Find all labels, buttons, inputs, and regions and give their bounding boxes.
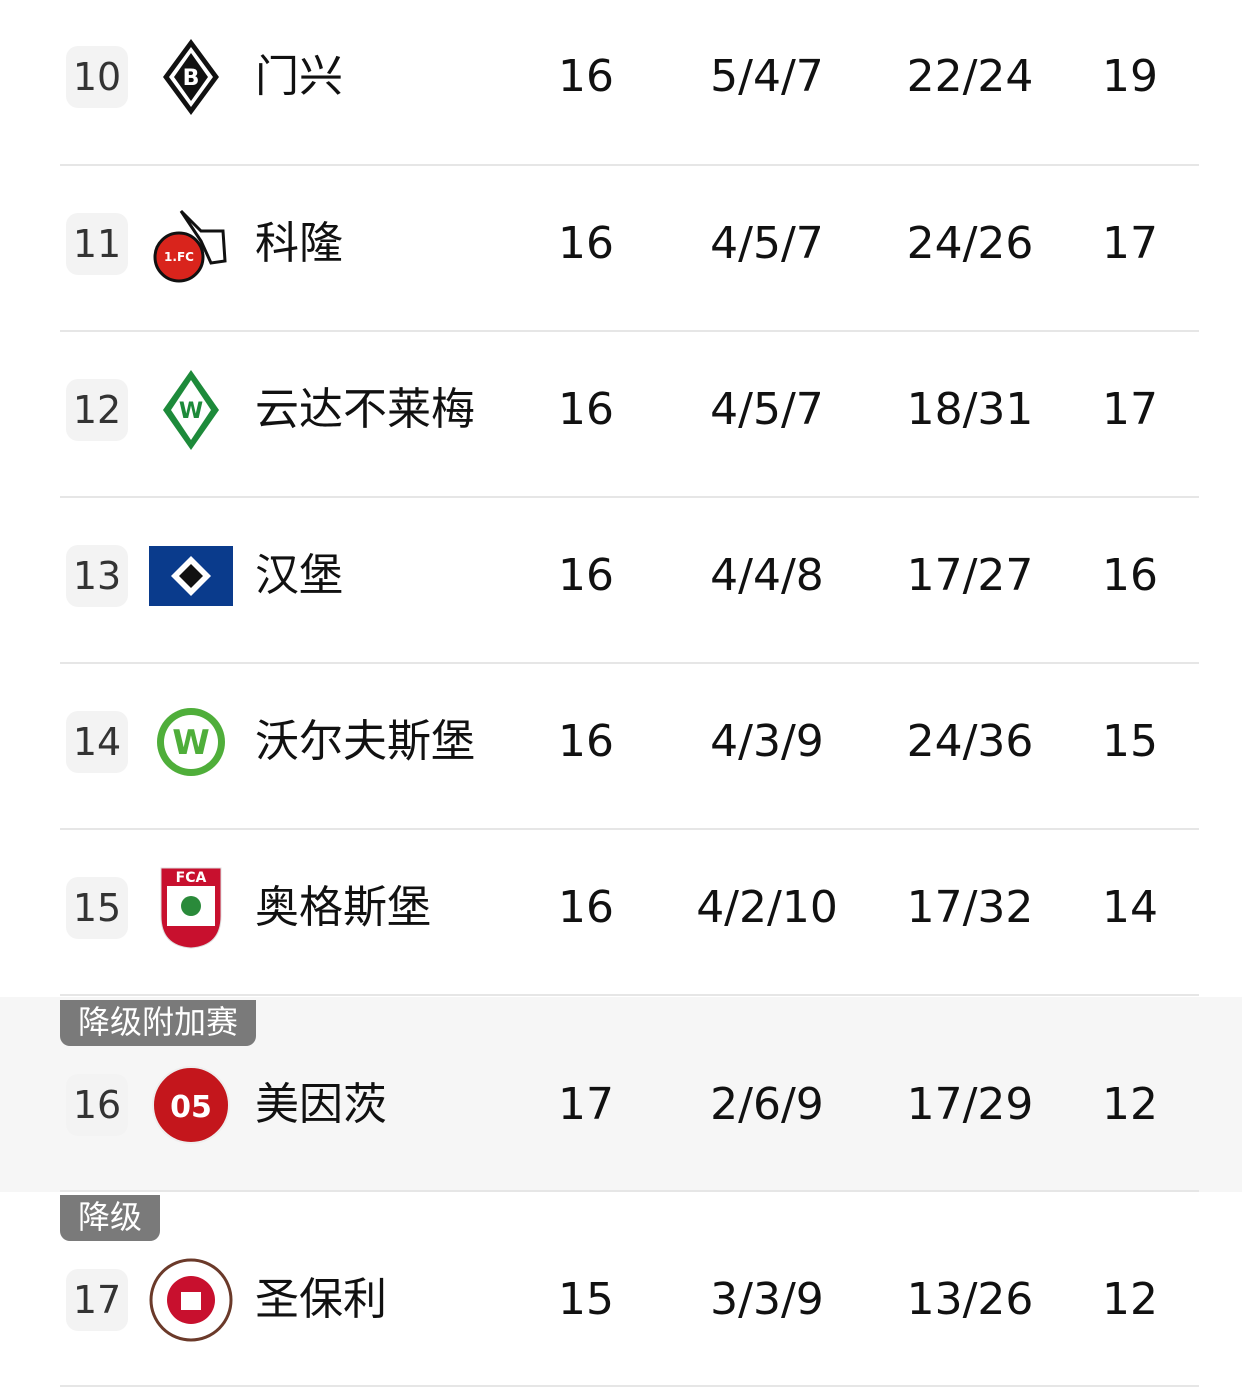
played: 16 — [558, 51, 614, 102]
stpauli-logo-icon — [148, 1257, 234, 1343]
svg-text:1.FC: 1.FC — [164, 250, 194, 264]
table-row[interactable]: 10 B 门兴 16 5/4/7 22/24 19 — [0, 0, 1242, 166]
team-name[interactable]: 科隆 — [255, 218, 343, 269]
goals: 17/32 — [906, 882, 1034, 933]
table-row[interactable]: 14 W 沃尔夫斯堡 16 4/3/9 24/36 15 — [0, 664, 1242, 830]
rank: 12 — [66, 379, 128, 441]
table-row[interactable]: 13 汉堡 16 4/4/8 17/27 16 — [0, 498, 1242, 664]
played: 16 — [558, 218, 614, 269]
points: 16 — [1102, 550, 1158, 601]
goals: 22/24 — [906, 51, 1034, 102]
table-row[interactable]: 降级附加赛 16 05 美因茨 17 2/6/9 17/29 12 — [0, 997, 1242, 1192]
goals: 13/26 — [906, 1274, 1034, 1325]
win-draw-loss: 2/6/9 — [710, 1079, 824, 1130]
points: 12 — [1102, 1274, 1158, 1325]
row-divider — [60, 1190, 1199, 1192]
svg-text:05: 05 — [170, 1090, 212, 1125]
team-name[interactable]: 汉堡 — [255, 550, 343, 601]
points: 19 — [1102, 51, 1158, 102]
goals: 17/27 — [906, 550, 1034, 601]
row-divider — [60, 828, 1199, 830]
wolfsburg-logo-icon: W — [148, 699, 234, 785]
team-name[interactable]: 云达不莱梅 — [255, 384, 475, 435]
rank: 15 — [66, 877, 128, 939]
goals: 24/36 — [906, 716, 1034, 767]
rank: 17 — [66, 1269, 128, 1331]
team-name[interactable]: 奥格斯堡 — [255, 882, 431, 933]
row-divider — [60, 330, 1199, 332]
goals: 24/26 — [906, 218, 1034, 269]
row-divider — [60, 1385, 1199, 1387]
win-draw-loss: 3/3/9 — [710, 1274, 824, 1325]
rank: 14 — [66, 711, 128, 773]
koln-logo-icon: 1.FC — [148, 201, 234, 287]
rank: 16 — [66, 1074, 128, 1136]
zone-badge: 降级 — [60, 1195, 161, 1241]
team-name[interactable]: 美因茨 — [255, 1079, 387, 1130]
played: 17 — [558, 1079, 614, 1130]
win-draw-loss: 4/4/8 — [710, 550, 824, 601]
points: 12 — [1102, 1079, 1158, 1130]
played: 16 — [558, 716, 614, 767]
svg-text:B: B — [183, 66, 200, 91]
played: 15 — [558, 1274, 614, 1325]
win-draw-loss: 5/4/7 — [710, 51, 824, 102]
rank: 13 — [66, 545, 128, 607]
table-row[interactable]: 15 FCA 奥格斯堡 16 4/2/10 17/32 14 — [0, 830, 1242, 996]
goals: 18/31 — [906, 384, 1034, 435]
goals: 17/29 — [906, 1079, 1034, 1130]
table-row[interactable]: 12 W 云达不莱梅 16 4/5/7 18/31 17 — [0, 332, 1242, 498]
row-divider — [60, 164, 1199, 166]
team-name[interactable]: 沃尔夫斯堡 — [255, 716, 475, 767]
zone-badge: 降级附加赛 — [60, 1000, 257, 1046]
svg-text:W: W — [179, 399, 203, 424]
gladbach-logo-icon: B — [148, 34, 234, 120]
hamburg-logo-icon — [148, 533, 234, 619]
svg-text:W: W — [172, 723, 210, 763]
played: 16 — [558, 550, 614, 601]
points: 15 — [1102, 716, 1158, 767]
table-row[interactable]: 11 1.FC 科隆 16 4/5/7 24/26 17 — [0, 166, 1242, 332]
points: 17 — [1102, 384, 1158, 435]
row-divider — [60, 496, 1199, 498]
rank: 10 — [66, 46, 128, 108]
win-draw-loss: 4/3/9 — [710, 716, 824, 767]
mainz-logo-icon: 05 — [148, 1062, 234, 1148]
augsburg-logo-icon: FCA — [148, 865, 234, 951]
points: 14 — [1102, 882, 1158, 933]
win-draw-loss: 4/5/7 — [710, 218, 824, 269]
win-draw-loss: 4/2/10 — [696, 882, 838, 933]
werder-logo-icon: W — [148, 367, 234, 453]
played: 16 — [558, 384, 614, 435]
row-divider — [60, 662, 1199, 664]
rank: 11 — [66, 213, 128, 275]
played: 16 — [558, 882, 614, 933]
win-draw-loss: 4/5/7 — [710, 384, 824, 435]
team-name[interactable]: 门兴 — [255, 51, 343, 102]
team-name[interactable]: 圣保利 — [255, 1274, 387, 1325]
points: 17 — [1102, 218, 1158, 269]
svg-text:FCA: FCA — [176, 870, 207, 886]
table-row[interactable]: 降级 17 圣保利 15 3/3/9 13/26 12 — [0, 1192, 1242, 1387]
row-divider — [60, 994, 1199, 996]
